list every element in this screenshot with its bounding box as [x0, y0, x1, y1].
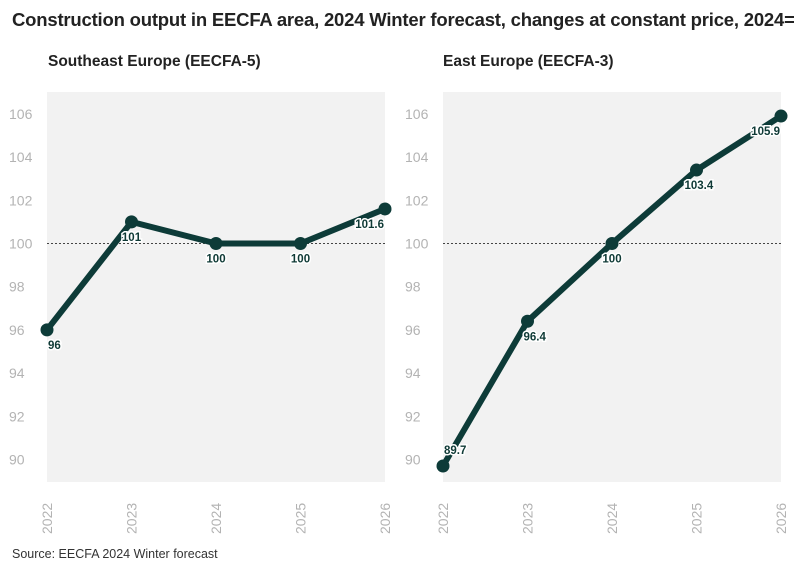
data-point [606, 237, 619, 250]
chart-panel-east-europe: East Europe (EECFA-3) 90 92 94 96 98 100 102 104… [405, 53, 789, 534]
data-point [437, 459, 450, 472]
y-tick-label: 102 [9, 192, 33, 208]
data-point [294, 237, 307, 250]
x-tick-label: 2025 [689, 503, 705, 534]
data-point [775, 110, 788, 123]
y-tick-label: 100 [9, 236, 33, 252]
charts-area: Southeast Europe (EECFA-5) 90 92 94 96 98 100 1… [0, 0, 794, 575]
x-tick-label: 2025 [293, 503, 309, 534]
y-tick-label: 102 [405, 192, 429, 208]
x-tick-label: 2022 [435, 503, 451, 534]
data-label: 96.4 [524, 331, 547, 343]
y-tick-label: 106 [405, 106, 429, 122]
data-label: 101 [122, 232, 142, 244]
y-tick-label: 94 [405, 365, 421, 381]
data-label: 96 [48, 340, 61, 352]
y-tick-label: 90 [405, 452, 421, 468]
chart-panel-southeast-europe: Southeast Europe (EECFA-5) 90 92 94 96 98 100 1… [9, 53, 393, 534]
y-tick-label: 98 [405, 279, 421, 295]
x-tick-label: 2023 [124, 503, 140, 534]
y-tick-label: 96 [405, 322, 421, 338]
y-tick-label: 98 [9, 279, 25, 295]
data-label: 105.9 [751, 126, 780, 138]
x-tick-label: 2026 [377, 503, 393, 534]
y-tick-label: 92 [405, 408, 421, 424]
x-tick-label: 2022 [39, 503, 55, 534]
x-tick-label: 2026 [773, 503, 789, 534]
y-tick-label: 104 [9, 149, 33, 165]
y-tick-label: 104 [405, 149, 429, 165]
data-point [521, 315, 534, 328]
data-label: 103.4 [685, 180, 714, 192]
source-note: Source: EECFA 2024 Winter forecast [12, 547, 218, 561]
data-label: 100 [206, 254, 225, 266]
data-point [125, 215, 138, 228]
chart-subtitle-east: East Europe (EECFA-3) [443, 53, 614, 70]
plot-background [47, 92, 385, 482]
data-point [690, 164, 703, 177]
y-tick-label: 94 [9, 365, 25, 381]
x-tick-label: 2024 [208, 503, 224, 534]
data-point [210, 237, 223, 250]
data-point [41, 323, 54, 336]
data-label: 101.6 [355, 219, 384, 231]
chart-subtitle-southeast: Southeast Europe (EECFA-5) [48, 53, 261, 70]
y-tick-label: 100 [405, 236, 429, 252]
y-tick-label: 106 [9, 106, 33, 122]
data-point [379, 202, 392, 215]
y-tick-label: 96 [9, 322, 25, 338]
y-tick-label: 92 [9, 408, 25, 424]
x-tick-label: 2023 [520, 503, 536, 534]
data-label: 89.7 [444, 445, 466, 457]
data-label: 100 [291, 254, 310, 266]
y-tick-label: 90 [9, 452, 25, 468]
x-tick-label: 2024 [604, 503, 620, 534]
data-label: 100 [602, 254, 621, 266]
